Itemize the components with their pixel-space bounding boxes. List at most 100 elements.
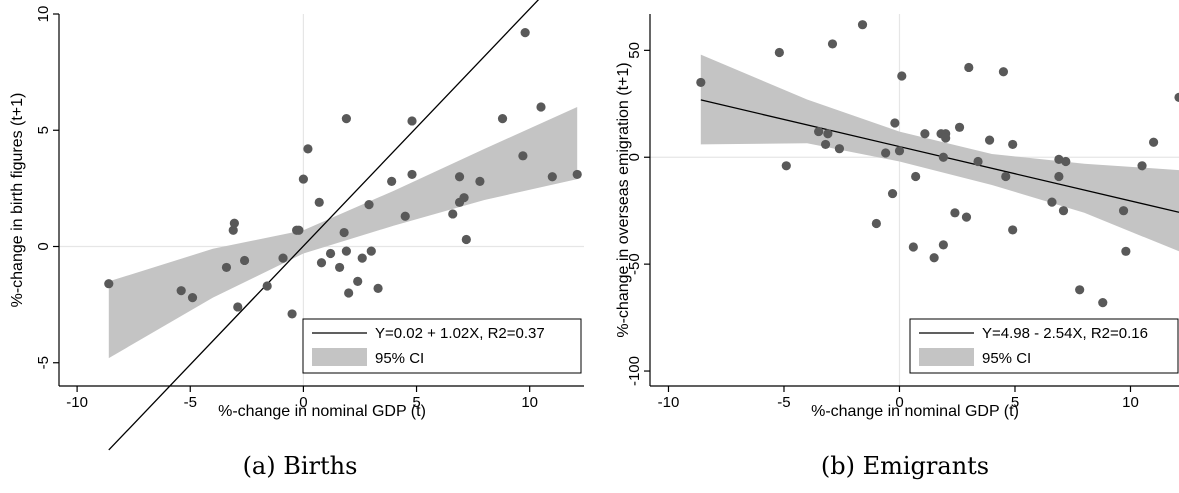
data-point	[871, 218, 881, 229]
data-point	[887, 188, 898, 199]
data-point	[961, 212, 972, 222]
data-point	[187, 293, 198, 303]
y-tick-label: 50	[626, 42, 643, 59]
data-point	[407, 116, 417, 126]
x-tick-label: 0	[895, 394, 903, 411]
y-axis-title: %-change in birth figures (t+1)	[9, 93, 26, 308]
x-axis-title: %-change in nominal GDP (t)	[811, 403, 1019, 420]
caption-births: (a) Births	[242, 452, 358, 480]
data-point	[954, 122, 965, 132]
data-point	[920, 129, 930, 139]
data-point	[229, 218, 239, 228]
data-point	[894, 146, 905, 156]
legend: Y=4.98 - 2.54X, R2=0.16 95% CI	[909, 318, 1179, 374]
data-point	[941, 133, 951, 143]
data-point	[897, 71, 907, 81]
data-point	[857, 20, 868, 30]
data-point	[353, 276, 363, 286]
data-point	[1047, 197, 1057, 207]
data-point	[497, 114, 508, 124]
data-point	[387, 176, 397, 186]
data-point	[400, 211, 410, 221]
data-point	[228, 225, 238, 235]
data-point	[1075, 285, 1085, 295]
x-tick-label: -10	[66, 394, 88, 411]
legend-ci-swatch	[312, 348, 367, 366]
y-tick-label: -50	[626, 253, 643, 275]
data-point	[911, 171, 921, 182]
data-point	[881, 148, 891, 158]
data-point	[827, 39, 838, 49]
data-point	[1054, 154, 1064, 164]
data-point	[233, 302, 243, 312]
x-tick-label: 10	[1122, 394, 1139, 411]
data-point	[344, 288, 354, 298]
data-point	[475, 176, 485, 186]
x-tick-label: -10	[658, 394, 680, 411]
data-point	[1118, 206, 1129, 216]
data-point	[325, 248, 336, 259]
data-point	[1148, 137, 1159, 147]
data-point	[1098, 298, 1108, 308]
data-point	[938, 240, 948, 250]
data-point	[335, 262, 345, 273]
data-point	[448, 209, 458, 219]
chart-panel-births: -10 -5 0 5 10 -5 0 5 10 %-change in nominal GDP (…	[9, 0, 584, 451]
legend-fit-label: Y=4.98 - 2.54X, R2=0.16	[982, 325, 1148, 342]
legend-fit-label: Y=0.02 + 1.02X, R2=0.37	[375, 325, 545, 342]
legend: Y=0.02 + 1.02X, R2=0.37 95% CI	[302, 318, 582, 374]
data-point	[696, 77, 706, 88]
data-point	[834, 144, 845, 154]
data-point	[1008, 139, 1018, 150]
data-point	[964, 62, 974, 73]
data-point	[294, 225, 304, 235]
data-point	[339, 227, 349, 238]
x-tick-label: 10	[521, 394, 538, 411]
data-point	[520, 27, 530, 38]
y-tick-label: 0	[35, 242, 52, 250]
data-point	[221, 262, 232, 273]
data-point	[518, 151, 528, 161]
y-tick-label: 0	[626, 153, 643, 161]
data-point	[1174, 92, 1179, 102]
data-point	[572, 169, 582, 180]
data-point	[1058, 206, 1069, 216]
data-point	[823, 129, 833, 139]
data-point	[1061, 156, 1071, 167]
data-point	[1121, 246, 1131, 256]
data-point	[287, 309, 297, 319]
data-point	[373, 283, 383, 293]
y-tick-label: -5	[35, 356, 52, 369]
data-point	[176, 286, 186, 296]
y-axis-title: %-change in overseas emigration (t+1)	[615, 62, 632, 337]
data-point	[461, 234, 471, 245]
data-point	[929, 253, 939, 263]
x-tick-label: -5	[777, 394, 790, 411]
caption-emigrants: (b) Emigrants	[820, 452, 990, 480]
data-point	[1054, 171, 1064, 182]
data-point	[998, 67, 1009, 77]
data-point	[781, 161, 791, 171]
data-point	[984, 135, 995, 145]
data-point	[341, 246, 351, 256]
data-point	[454, 172, 465, 182]
data-point	[262, 281, 272, 291]
data-point	[950, 208, 960, 218]
data-point	[316, 258, 327, 268]
legend-ci-label: 95% CI	[982, 350, 1031, 367]
x-tick-label: -5	[184, 394, 197, 411]
data-point	[459, 193, 469, 203]
x-axis-title: %-change in nominal GDP (t)	[218, 403, 426, 420]
data-point	[407, 169, 417, 180]
data-point	[303, 144, 313, 154]
y-tick-label: -100	[626, 356, 643, 386]
y-tick-label: 10	[35, 6, 52, 23]
data-point	[1001, 171, 1011, 182]
data-point	[820, 139, 831, 150]
data-point	[357, 253, 367, 263]
data-point	[278, 253, 288, 263]
data-point	[973, 156, 983, 167]
x-tick-label: 5	[1011, 394, 1019, 411]
